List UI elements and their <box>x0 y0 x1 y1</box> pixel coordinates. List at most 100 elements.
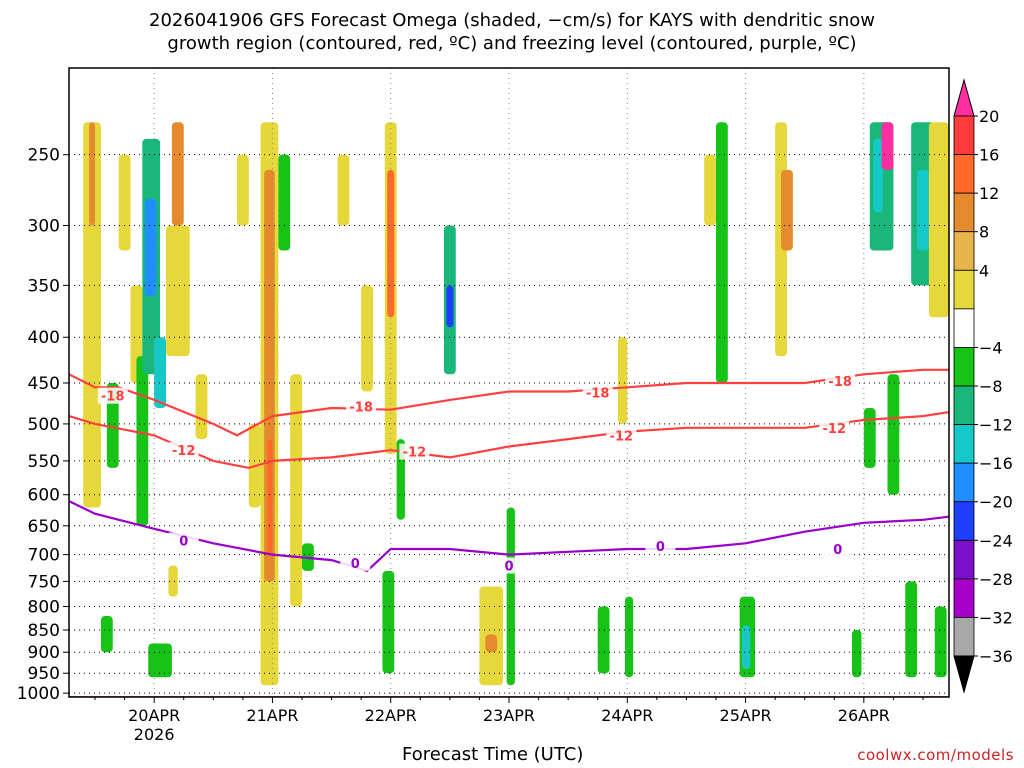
omega-cell <box>118 154 131 251</box>
y-tick-label: 750 <box>28 572 60 592</box>
x-tick-label: 23APR <box>483 706 535 725</box>
contour-label-bg <box>582 384 613 401</box>
omega-cell <box>236 154 249 226</box>
contour-line <box>68 500 950 573</box>
contour-label-bg <box>494 557 524 574</box>
omega-cell <box>863 408 876 468</box>
colorbar-label: −8 <box>979 377 1003 396</box>
colorbar-box <box>953 231 975 271</box>
contour-label: 0 <box>833 543 842 558</box>
x-tick-sublabel: 2026 <box>134 725 175 744</box>
y-tick-label: 450 <box>28 374 60 394</box>
omega-cell <box>881 122 894 170</box>
y-tick-label: 950 <box>28 664 60 684</box>
omega-cell <box>934 606 947 678</box>
colorbar-label: −36 <box>979 647 1013 666</box>
omega-cell <box>89 122 96 226</box>
omega-cell <box>168 565 178 597</box>
contour-label: -12 <box>610 429 634 444</box>
omega-cell <box>887 374 900 495</box>
omega-cell <box>597 606 610 674</box>
omega-cell <box>148 643 172 678</box>
colorbar-label: −28 <box>979 570 1013 589</box>
omega-cell <box>781 169 793 251</box>
omega-cell <box>361 285 373 392</box>
chart-title-line-1: 2026041906 GFS Forecast Omega (shaded, −… <box>149 10 875 31</box>
y-tick-label: 650 <box>28 517 60 537</box>
contour-label-bg <box>346 398 377 415</box>
contour-label: 0 <box>179 534 188 549</box>
y-tick-label: 900 <box>28 643 60 663</box>
y-tick-label: 400 <box>28 328 60 348</box>
omega-cell <box>278 154 291 251</box>
colorbar-box <box>953 347 975 387</box>
chart-title-line-2: growth region (contoured, red, ºC) and f… <box>167 33 857 54</box>
contour-label: 0 <box>351 557 360 572</box>
contour-label: -12 <box>823 422 847 437</box>
omega-cell <box>905 581 918 678</box>
omega-cell <box>506 507 515 686</box>
omega-cell <box>136 356 149 526</box>
contour-label-bg <box>822 541 853 558</box>
x-tick-label: 21APR <box>246 706 298 725</box>
colorbar-label: −4 <box>979 338 1003 357</box>
colorbar-box <box>953 424 975 464</box>
omega-cell <box>100 616 113 653</box>
contour-label: -18 <box>828 375 852 390</box>
contour-label-bg <box>340 554 371 571</box>
colorbar-box <box>953 578 975 618</box>
omega-cell <box>715 122 728 383</box>
contour-line <box>68 411 950 470</box>
omega-cell <box>742 625 751 670</box>
colorbar-label: 12 <box>979 184 999 203</box>
contour-label-bg <box>825 373 856 390</box>
contour-label: 0 <box>504 560 513 575</box>
y-tick-label: 300 <box>28 216 60 236</box>
x-axis-label: Forecast Time (UTC) <box>402 744 584 765</box>
x-tick-label: 24APR <box>601 706 653 725</box>
contour-label-bg <box>606 427 637 444</box>
colorbar-cap-top <box>953 78 975 117</box>
colorbar-cap-bottom <box>953 655 975 694</box>
contour-label: -18 <box>101 390 125 405</box>
omega-cell <box>617 337 628 424</box>
y-tick-label: 550 <box>28 452 60 472</box>
credit-link[interactable]: coolwx.com/models <box>857 746 1014 764</box>
omega-cell <box>290 374 303 607</box>
contour-label: -12 <box>172 444 196 459</box>
y-tick-label: 600 <box>28 486 60 506</box>
omega-cell <box>171 122 184 226</box>
colorbar-label: −12 <box>979 416 1013 435</box>
omega-cell <box>144 198 157 297</box>
omega-cell <box>165 225 190 357</box>
omega-cell <box>704 154 716 226</box>
colorbar-label: −32 <box>979 608 1013 627</box>
contour-label-bg <box>168 442 199 459</box>
y-tick-label: 250 <box>28 146 60 166</box>
colorbar-box <box>953 308 975 348</box>
colorbar-box <box>953 385 975 425</box>
contour-label: 0 <box>656 540 665 555</box>
contour-line <box>68 368 949 437</box>
omega-cell <box>852 630 862 678</box>
omega-cell <box>382 570 395 674</box>
contour-label-bg <box>819 419 850 436</box>
x-tick-label: 25APR <box>720 706 772 725</box>
omega-cell <box>485 634 498 653</box>
colorbar-label: 4 <box>979 261 989 280</box>
colorbar-box <box>953 115 975 155</box>
colorbar-label: 16 <box>979 146 999 165</box>
contour-label-bg <box>399 443 430 460</box>
colorbar-box <box>953 539 975 580</box>
x-tick-label: 26APR <box>838 706 890 725</box>
y-tick-label: 700 <box>28 546 60 566</box>
omega-cell <box>337 154 350 226</box>
contour-label: -18 <box>349 400 373 415</box>
colorbar-box <box>953 192 975 233</box>
contour-label-bg <box>168 532 199 549</box>
colorbar-box <box>953 617 975 657</box>
colorbar-label: −20 <box>979 493 1013 512</box>
x-tick-label: 20APR <box>128 706 180 725</box>
omega-cell <box>446 285 454 328</box>
omega-cell <box>154 337 166 409</box>
